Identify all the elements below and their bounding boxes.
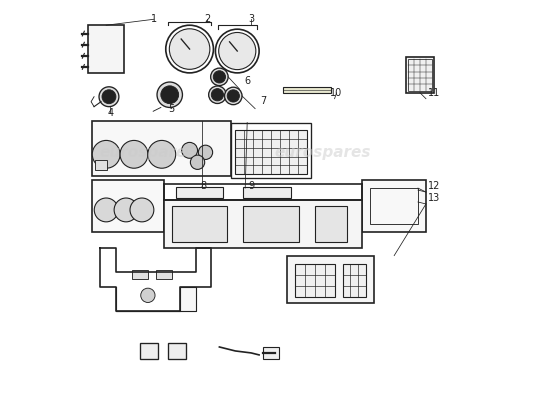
Circle shape	[213, 71, 226, 83]
FancyBboxPatch shape	[243, 187, 291, 198]
Bar	[235, 130, 307, 174]
Polygon shape	[116, 287, 196, 311]
Circle shape	[211, 68, 228, 86]
Text: 6: 6	[244, 76, 250, 86]
Circle shape	[102, 90, 116, 104]
Circle shape	[99, 87, 119, 107]
Text: 7: 7	[260, 96, 266, 106]
FancyBboxPatch shape	[164, 200, 362, 248]
FancyBboxPatch shape	[92, 180, 164, 232]
Circle shape	[169, 29, 210, 69]
Circle shape	[190, 155, 205, 170]
Circle shape	[211, 89, 223, 101]
Text: 10: 10	[331, 88, 343, 98]
FancyBboxPatch shape	[156, 270, 172, 280]
FancyBboxPatch shape	[96, 160, 107, 170]
Circle shape	[92, 140, 120, 168]
FancyBboxPatch shape	[243, 206, 299, 242]
Circle shape	[224, 87, 242, 105]
Circle shape	[130, 198, 154, 222]
Circle shape	[148, 140, 175, 168]
FancyBboxPatch shape	[92, 120, 232, 176]
Text: 11: 11	[428, 88, 440, 98]
Bar	[343, 264, 366, 297]
Circle shape	[94, 198, 118, 222]
Circle shape	[157, 82, 183, 108]
Text: 5: 5	[169, 104, 175, 114]
Circle shape	[182, 142, 197, 158]
FancyBboxPatch shape	[315, 206, 346, 242]
FancyBboxPatch shape	[283, 87, 331, 93]
FancyBboxPatch shape	[406, 57, 434, 93]
Text: 12: 12	[428, 181, 440, 191]
Bar	[408, 59, 432, 91]
Text: 13: 13	[428, 193, 440, 203]
Circle shape	[120, 140, 148, 168]
Text: 4: 4	[107, 108, 113, 118]
Bar	[295, 264, 334, 297]
Text: 2: 2	[205, 14, 211, 24]
FancyBboxPatch shape	[287, 256, 375, 303]
Text: 8: 8	[200, 181, 207, 191]
FancyBboxPatch shape	[140, 343, 158, 359]
FancyBboxPatch shape	[362, 180, 426, 232]
Circle shape	[114, 198, 138, 222]
FancyBboxPatch shape	[175, 187, 223, 198]
Text: 3: 3	[248, 14, 254, 24]
Circle shape	[219, 32, 256, 70]
Circle shape	[141, 288, 155, 302]
Circle shape	[161, 86, 179, 104]
Circle shape	[208, 86, 226, 104]
Text: 9: 9	[248, 181, 254, 191]
Circle shape	[227, 90, 239, 102]
FancyBboxPatch shape	[89, 25, 124, 73]
FancyBboxPatch shape	[263, 347, 279, 359]
FancyBboxPatch shape	[132, 270, 148, 280]
Text: eurospares: eurospares	[274, 145, 371, 160]
Text: 1: 1	[151, 14, 157, 24]
FancyBboxPatch shape	[172, 206, 227, 242]
Circle shape	[199, 145, 213, 160]
Text: eurospares: eurospares	[100, 145, 196, 160]
FancyBboxPatch shape	[168, 343, 186, 359]
